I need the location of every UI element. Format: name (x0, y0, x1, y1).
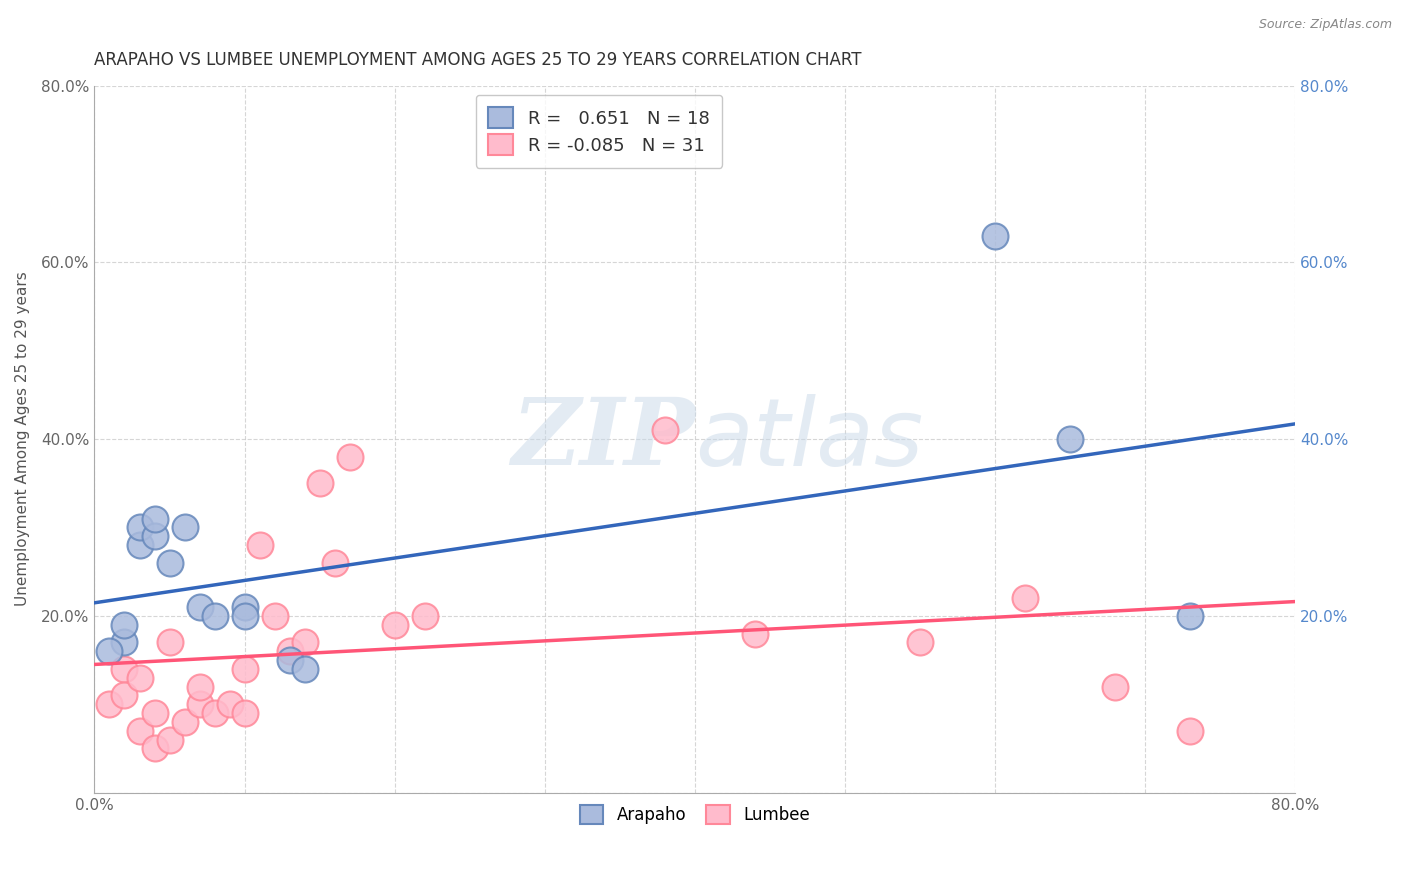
Point (278, 644, 301, 658)
Point (114, 617, 136, 632)
Point (188, 698, 211, 712)
Point (1180, 723, 1202, 738)
Point (143, 741, 166, 756)
Point (204, 706, 226, 720)
Point (204, 608, 226, 623)
Text: ARAPAHO VS LUMBEE UNEMPLOYMENT AMONG AGES 25 TO 29 YEARS CORRELATION CHART: ARAPAHO VS LUMBEE UNEMPLOYMENT AMONG AGE… (94, 51, 862, 69)
Point (188, 680, 211, 694)
Point (114, 689, 136, 703)
Point (744, 626, 766, 640)
Point (323, 556, 346, 570)
Text: ZIP: ZIP (510, 394, 695, 484)
Point (278, 653, 301, 667)
Point (143, 706, 166, 720)
Point (128, 671, 150, 685)
Point (98, 644, 121, 658)
Point (143, 529, 166, 543)
Point (294, 635, 316, 649)
Point (1014, 591, 1036, 606)
Point (114, 662, 136, 676)
Point (339, 450, 361, 464)
Point (173, 520, 195, 534)
Point (114, 635, 136, 649)
Point (233, 608, 256, 623)
Y-axis label: Unemployment Among Ages 25 to 29 years: Unemployment Among Ages 25 to 29 years (15, 272, 30, 607)
Point (413, 608, 436, 623)
Text: atlas: atlas (695, 393, 924, 484)
Point (233, 706, 256, 720)
Point (263, 608, 285, 623)
Point (384, 617, 406, 632)
Point (233, 662, 256, 676)
Point (654, 423, 676, 437)
Point (159, 732, 181, 747)
Point (143, 511, 166, 525)
Point (128, 538, 150, 552)
Point (159, 635, 181, 649)
Point (128, 723, 150, 738)
Point (984, 228, 1007, 243)
Point (188, 600, 211, 615)
Point (98, 698, 121, 712)
Legend: Arapaho, Lumbee: Arapaho, Lumbee (569, 795, 820, 834)
Point (1104, 680, 1126, 694)
Point (908, 635, 931, 649)
Point (128, 520, 150, 534)
Point (308, 476, 330, 491)
Text: Source: ZipAtlas.com: Source: ZipAtlas.com (1258, 18, 1392, 31)
Point (218, 698, 240, 712)
Point (249, 538, 271, 552)
Point (1059, 432, 1081, 446)
Point (159, 556, 181, 570)
Point (294, 662, 316, 676)
Point (233, 600, 256, 615)
Point (1180, 608, 1202, 623)
Point (173, 714, 195, 729)
